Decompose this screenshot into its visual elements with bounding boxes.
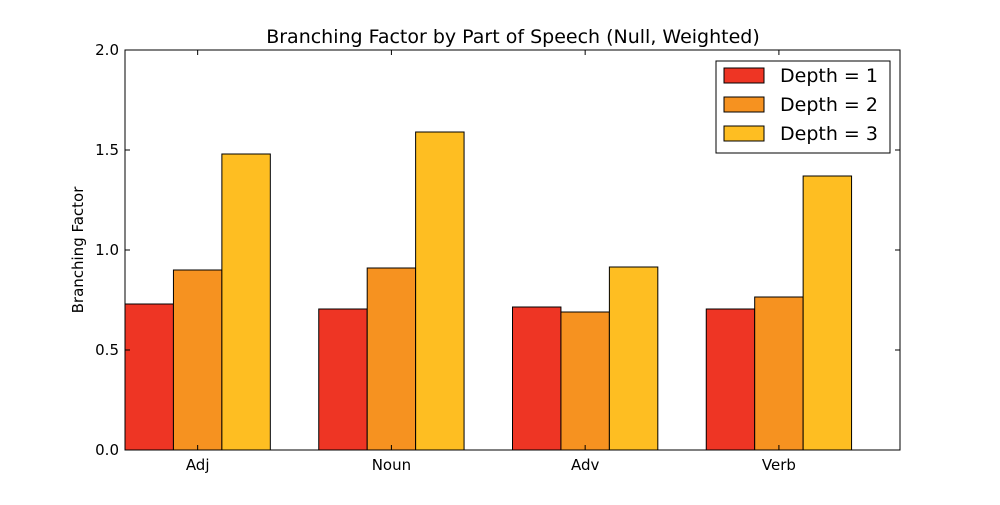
bar-noun-series-2 — [366, 267, 417, 451]
y-axis-label: Branching Factor — [69, 186, 87, 314]
legend-swatch-series-2 — [723, 96, 765, 113]
bar-adj-series-1 — [124, 303, 174, 451]
y-tick-label: 1.5 — [95, 141, 119, 159]
y-tick-label: 0.5 — [95, 341, 119, 359]
ticks-layer: 0.0 0.5 1.0 1.5 2.0 Adj Noun Adv Verb — [95, 41, 900, 474]
bar-adv-series-2 — [560, 311, 610, 451]
legend: Depth = 1 Depth = 2 Depth = 3 — [715, 60, 891, 154]
y-tick-label: 0.0 — [95, 441, 119, 459]
y-tick-label: 2.0 — [95, 41, 119, 59]
x-tick-label-adv: Adv — [571, 456, 600, 474]
y-tick-label: 1.0 — [95, 241, 119, 259]
x-tick-label-noun: Noun — [372, 456, 411, 474]
chart-title: Branching Factor by Part of Speech (Null… — [266, 26, 760, 48]
legend-swatch-series-1 — [723, 67, 765, 84]
bar-adj-series-2 — [172, 269, 223, 451]
bars-layer — [124, 131, 853, 451]
bar-verb-series-2 — [754, 296, 804, 451]
bar-verb-series-1 — [705, 308, 756, 451]
bar-adv-series-3 — [608, 266, 659, 451]
bar-noun-series-1 — [318, 308, 368, 451]
bar-adv-series-1 — [512, 306, 562, 451]
bar-adj-series-3 — [221, 153, 271, 451]
x-tick-label-adj: Adj — [186, 456, 210, 474]
legend-swatch-series-3 — [723, 125, 765, 142]
legend-label-series-1: Depth = 1 — [780, 65, 878, 87]
bar-noun-series-3 — [415, 131, 465, 451]
x-tick-label-verb: Verb — [762, 456, 796, 474]
legend-label-series-2: Depth = 2 — [780, 94, 878, 116]
bar-verb-series-3 — [802, 175, 853, 451]
legend-label-series-3: Depth = 3 — [780, 123, 878, 145]
